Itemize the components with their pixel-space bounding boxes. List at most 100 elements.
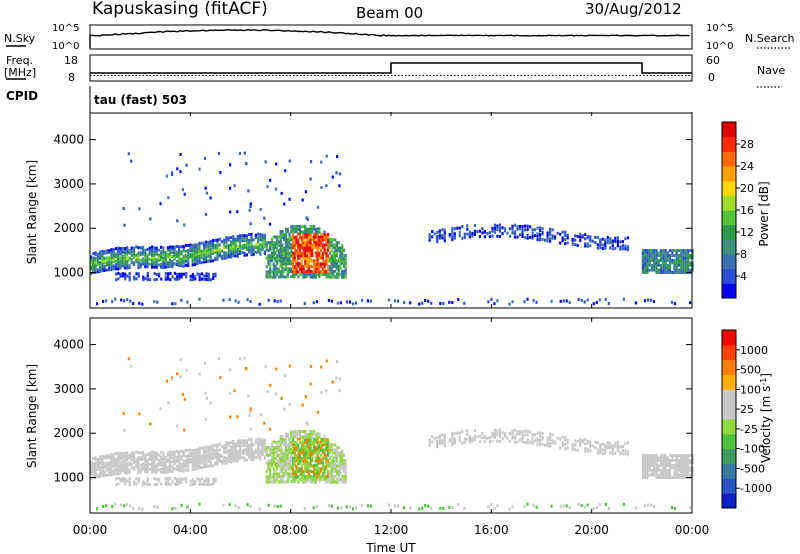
data-cell: [243, 253, 246, 257]
data-cell: [101, 472, 104, 476]
data-cell: [103, 268, 106, 272]
data-cell: [230, 445, 233, 449]
data-cell: [144, 255, 147, 259]
data-cell: [428, 443, 431, 447]
data-cell: [187, 469, 190, 473]
data-cell: [283, 480, 286, 484]
data-cell: [276, 459, 279, 463]
data-cell: [306, 432, 309, 436]
colorbar-segment: [722, 239, 736, 255]
data-cell: [220, 462, 224, 466]
data-cell: [279, 437, 282, 441]
data-cell: [332, 470, 335, 474]
data-cell: [128, 469, 131, 472]
data-cell: [265, 256, 268, 260]
data-cell: [218, 442, 221, 446]
data-cell: [306, 440, 309, 444]
data-cell: [137, 246, 140, 250]
data-cell: [108, 263, 111, 267]
data-cell: [325, 438, 328, 442]
data-cell: [191, 278, 194, 282]
data-cell: [591, 444, 594, 448]
data-cell: [691, 473, 694, 477]
data-cell: [128, 278, 131, 282]
data-cell: [164, 458, 167, 462]
data-cell: [339, 477, 342, 481]
data-cell: [90, 472, 93, 476]
data-cell: [274, 241, 277, 245]
data-cell: [526, 224, 529, 228]
data-cell: [171, 264, 174, 268]
data-cell: [187, 254, 190, 258]
data-cell: [191, 463, 194, 467]
data-cell: [176, 277, 179, 281]
data-cell: [187, 251, 190, 255]
data-cell: [284, 233, 288, 236]
data-cell: [436, 440, 439, 443]
data-cell: [123, 461, 127, 465]
data-cell: [678, 271, 681, 274]
data-cell: [191, 273, 194, 276]
data-cell: [180, 264, 183, 267]
data-cell: [309, 272, 312, 276]
data-cell: [119, 274, 122, 278]
data-cell: [334, 249, 337, 253]
data-cell: [263, 448, 266, 452]
data-cell: [687, 256, 690, 260]
data-cell: [641, 258, 644, 262]
data-cell: [155, 246, 158, 250]
data-cell: [110, 268, 113, 272]
data-cell: [609, 446, 612, 450]
data-cell: [291, 267, 295, 271]
data-cell: [458, 226, 461, 230]
data-cell: [270, 251, 274, 255]
data-cell: [626, 453, 629, 457]
data-cell: [307, 461, 310, 465]
data-cell: [295, 459, 298, 463]
colorbar-tick-label: 12: [740, 226, 754, 239]
data-cell: [290, 430, 293, 434]
data-cell: [202, 253, 206, 257]
data-cell: [448, 234, 451, 238]
data-cell: [153, 258, 156, 262]
data-cell: [92, 269, 95, 273]
data-cell: [551, 439, 554, 443]
data-cell: [646, 468, 649, 472]
data-cell: [108, 268, 111, 272]
data-cell: [531, 433, 534, 437]
data-cell: [290, 459, 293, 463]
data-cell: [330, 454, 333, 458]
data-cell: [671, 249, 674, 253]
data-cell: [316, 248, 319, 252]
data-cell: [307, 243, 310, 247]
data-cell: [198, 259, 201, 263]
data-cell: [291, 243, 295, 247]
data-cell: [321, 273, 324, 277]
data-cell: [272, 272, 275, 276]
data-cell: [175, 259, 178, 263]
data-cell: [571, 242, 574, 246]
data-cell: [162, 261, 165, 265]
data-cell: [243, 451, 246, 455]
data-cell: [112, 458, 115, 462]
data-cell: [673, 476, 676, 479]
data-cell: [448, 300, 451, 304]
data-cell: [259, 247, 262, 251]
data-cell: [309, 264, 312, 268]
data-cell: [320, 235, 323, 239]
data-cell: [318, 443, 321, 447]
data-cell: [121, 454, 124, 458]
data-cell: [284, 169, 287, 173]
data-cell: [276, 270, 279, 274]
data-cell: [236, 234, 239, 238]
data-cell: [193, 253, 196, 257]
data-cell: [295, 446, 298, 450]
data-cell: [309, 248, 312, 252]
data-cell: [339, 248, 342, 252]
data-cell: [105, 473, 108, 477]
data-cell: [284, 240, 288, 244]
data-cell: [511, 227, 514, 230]
data-cell: [302, 265, 305, 269]
data-cell: [655, 463, 658, 467]
data-cell: [196, 245, 199, 249]
